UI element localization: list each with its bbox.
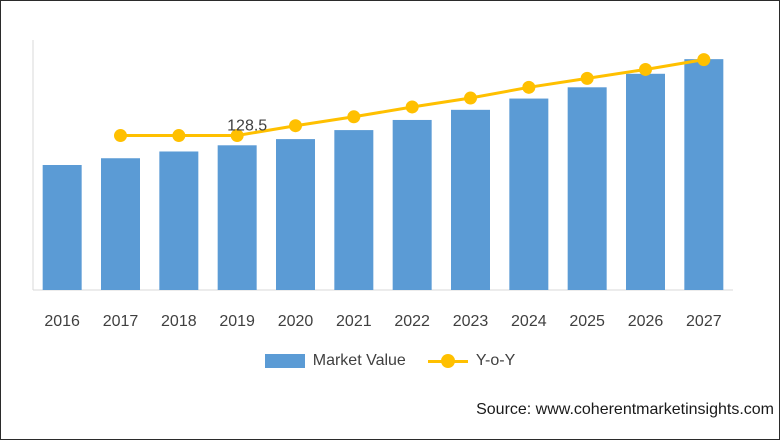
yoy-point-2018: [172, 129, 186, 143]
data-label-2019: 128.5: [227, 117, 267, 134]
x-tick-2021: 2021: [336, 313, 372, 330]
legend: Market Value Y-o-Y: [0, 352, 780, 370]
x-tick-2018: 2018: [161, 313, 197, 330]
bar-series: [42, 59, 724, 290]
bar-2018: [159, 151, 199, 290]
yoy-point-2023: [464, 91, 477, 105]
bar-2016: [42, 165, 82, 290]
bar-2024: [509, 98, 549, 290]
legend-label-yoy: Y-o-Y: [475, 352, 516, 369]
data-labels: 128.5: [227, 117, 267, 134]
source-text: Source: www.coherentmarketinsights.com: [476, 401, 774, 418]
yoy-point-2021: [347, 110, 361, 124]
x-tick-2027: 2027: [686, 313, 722, 330]
x-tick-2019: 2019: [219, 313, 255, 330]
x-tick-2020: 2020: [278, 313, 314, 330]
bar-2017: [101, 158, 140, 290]
bar-2027: [684, 59, 724, 290]
line-series: [114, 53, 711, 143]
x-tick-2022: 2022: [394, 313, 430, 330]
bar-2021: [334, 130, 374, 290]
legend-item-market-value: Market Value: [264, 352, 406, 370]
bar-2023: [451, 109, 490, 290]
legend-item-yoy: Y-o-Y: [427, 352, 516, 370]
bar-2020: [276, 139, 315, 290]
x-tick-2016: 2016: [44, 313, 80, 330]
x-tick-2024: 2024: [511, 313, 547, 330]
bar-2026: [626, 73, 665, 290]
yoy-point-2022: [405, 100, 419, 114]
x-tick-2025: 2025: [569, 313, 605, 330]
yoy-point-2019: [230, 129, 244, 143]
yoy-point-2024: [522, 80, 536, 94]
legend-swatch-line: [427, 354, 468, 368]
yoy-point-2025: [580, 71, 594, 85]
legend-label-market-value: Market Value: [312, 352, 406, 369]
x-tick-2017: 2017: [103, 313, 139, 330]
x-tick-2026: 2026: [628, 313, 664, 330]
x-tick-2023: 2023: [453, 313, 489, 330]
yoy-point-2027: [697, 53, 711, 67]
legend-swatch-bar: [264, 354, 305, 368]
yoy-point-2026: [639, 62, 652, 76]
axes: [32, 40, 733, 291]
x-axis-ticks: 2016 2017 2018 2019 2020 2021 2022 2023 2024 2025…: [44, 313, 721, 330]
bar-2022: [392, 119, 432, 290]
yoy-point-2020: [289, 119, 302, 133]
bar-2019: [217, 145, 257, 290]
yoy-point-2017: [114, 129, 127, 143]
bar-2025: [567, 87, 607, 290]
